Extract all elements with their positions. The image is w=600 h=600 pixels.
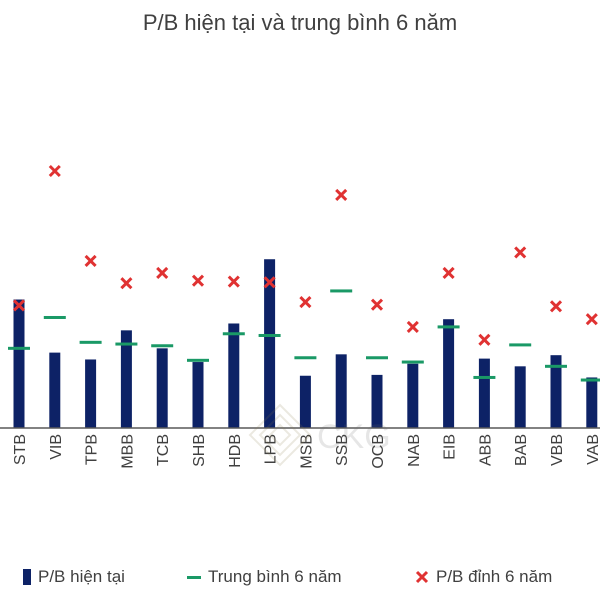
bar-bab bbox=[514, 366, 526, 428]
bar-vib bbox=[49, 352, 61, 428]
x-tick-label-shb: SHB bbox=[191, 434, 208, 467]
avg-marker-msb bbox=[294, 356, 317, 360]
avg-marker-shb bbox=[187, 358, 209, 362]
legend-item-average: Trung bình 6 năm bbox=[186, 563, 342, 591]
avg-marker-eib bbox=[437, 325, 460, 329]
bar-hdb bbox=[228, 323, 240, 428]
bar-eib bbox=[443, 319, 455, 428]
x-tick-label-ssb: SSB bbox=[334, 434, 351, 466]
x-tick-label-mbb: MBB bbox=[119, 434, 136, 469]
x-tick-label-bab: BAB bbox=[513, 434, 530, 466]
legend-label-average: Trung bình 6 năm bbox=[208, 567, 342, 586]
bar-msb bbox=[299, 375, 311, 428]
chart-title: P/B hiện tại và trung bình 6 năm bbox=[142, 10, 458, 35]
legend-dash-swatch-icon bbox=[187, 576, 201, 579]
avg-marker-ocb bbox=[366, 356, 388, 360]
bar-ocb bbox=[371, 374, 383, 428]
peak-marker-stb bbox=[12, 299, 26, 312]
peak-marker-tpb bbox=[84, 254, 97, 268]
x-tick-label-abb: ABB bbox=[477, 434, 494, 466]
peak-marker-bab bbox=[514, 246, 527, 259]
peak-marker-tcb bbox=[156, 266, 169, 280]
avg-marker-vib bbox=[43, 315, 66, 319]
x-tick-label-vib: VIB bbox=[48, 434, 65, 460]
x-tick-label-nab: NAB bbox=[406, 434, 423, 467]
peak-marker-hdb bbox=[227, 275, 240, 288]
watermark-text: CKG bbox=[317, 418, 391, 456]
bar-lpb bbox=[264, 259, 276, 428]
x-tick-label-msb: MSB bbox=[298, 434, 315, 469]
peak-marker-ocb bbox=[370, 298, 384, 311]
peak-marker-vbb bbox=[549, 300, 563, 313]
avg-marker-abb bbox=[473, 375, 496, 379]
peak-marker-shb bbox=[191, 274, 205, 287]
avg-marker-vbb bbox=[545, 364, 567, 368]
bar-tpb bbox=[85, 359, 97, 428]
legend-label-peak: P/B đỉnh 6 năm bbox=[436, 567, 553, 586]
bar-tcb bbox=[156, 348, 168, 428]
watermark-logo: CKG bbox=[245, 400, 425, 470]
bar-ssb bbox=[335, 354, 347, 428]
avg-marker-tpb bbox=[79, 340, 102, 344]
legend-bar-swatch-icon bbox=[23, 569, 31, 585]
bar-vbb bbox=[550, 355, 562, 428]
x-tick-label-tpb: TPB bbox=[84, 434, 101, 465]
avg-marker-bab bbox=[509, 343, 532, 347]
bar-stb bbox=[13, 299, 25, 428]
peak-marker-vib bbox=[48, 164, 61, 178]
avg-marker-nab bbox=[401, 360, 424, 364]
watermark-diamond-icon bbox=[248, 403, 312, 467]
bar-mbb bbox=[120, 330, 132, 428]
legend-x-swatch-icon bbox=[415, 570, 429, 584]
avg-marker-stb bbox=[8, 346, 30, 350]
x-tick-label-stb: STB bbox=[12, 434, 29, 465]
peak-marker-ssb bbox=[335, 188, 348, 202]
bar-shb bbox=[192, 362, 204, 428]
x-tick-label-hdb: HDB bbox=[227, 434, 244, 468]
avg-marker-tcb bbox=[151, 344, 174, 348]
bar-vab bbox=[586, 377, 598, 428]
avg-marker-mbb bbox=[115, 342, 138, 346]
avg-marker-hdb bbox=[222, 332, 245, 336]
x-tick-label-lpb: LPB bbox=[263, 434, 280, 464]
peak-marker-msb bbox=[299, 296, 312, 309]
legend-item-peak: P/B đỉnh 6 năm bbox=[414, 563, 552, 591]
avg-marker-ssb bbox=[330, 289, 353, 293]
peak-marker-lpb bbox=[263, 276, 276, 289]
peak-marker-mbb bbox=[120, 277, 133, 290]
avg-marker-vab bbox=[580, 378, 600, 382]
legend-item-current: P/B hiện tại bbox=[22, 563, 125, 591]
bar-nab bbox=[407, 363, 419, 428]
chart-legend: P/B hiện tại Trung bình 6 năm P/B đỉnh 6… bbox=[0, 563, 600, 591]
peak-marker-abb bbox=[478, 333, 491, 346]
bar-abb bbox=[478, 358, 490, 428]
x-tick-label-vab: VAB bbox=[585, 434, 600, 465]
x-tick-label-vbb: VBB bbox=[549, 434, 566, 466]
avg-marker-lpb bbox=[258, 333, 281, 337]
peak-marker-vab bbox=[585, 313, 598, 326]
peak-marker-eib bbox=[442, 266, 455, 280]
x-tick-label-eib: EIB bbox=[442, 434, 459, 460]
peak-marker-nab bbox=[406, 320, 419, 333]
legend-label-current: P/B hiện tại bbox=[38, 567, 125, 586]
x-tick-label-ocb: OCB bbox=[370, 434, 387, 469]
x-tick-label-tcb: TCB bbox=[155, 434, 172, 466]
